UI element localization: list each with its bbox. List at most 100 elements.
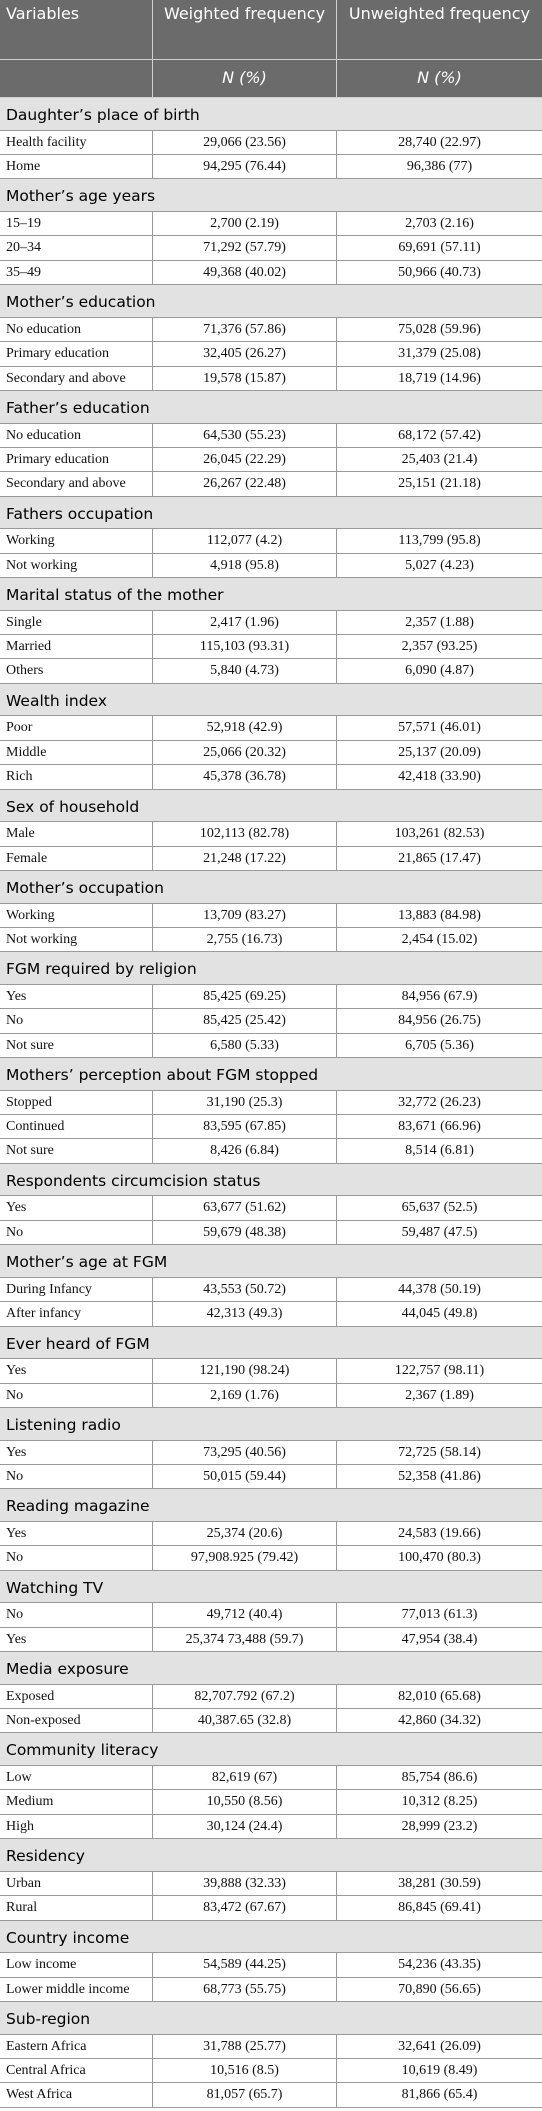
row-label: Yes — [6, 1631, 27, 1647]
row-label: Middle — [6, 744, 47, 760]
cell-value: 84,956 (26.75) — [336, 1009, 542, 1033]
row-label: Primary education — [6, 346, 110, 362]
row-label: Low income — [6, 1957, 77, 1973]
section-title: Sub-region — [0, 2002, 542, 2035]
cell-value: 2,357 (1.88) — [336, 610, 542, 635]
header-row: Variables Weighted frequency Unweighted … — [0, 0, 542, 60]
cell-value: 49,368 (40.02) — [152, 260, 336, 285]
data-row: Yes 85,425 (69.25) 84,956 (67.9) — [0, 984, 542, 1010]
data-row: Not sure 8,426 (6.84) 8,514 (6.81) — [0, 1139, 542, 1164]
data-row: No education 71,376 (57.86) 75,028 (59.96) — [0, 317, 542, 343]
data-row: Non-exposed 40,387.65 (32.8) 42,860 (34.32… — [0, 1709, 542, 1734]
row-label: Non-exposed — [6, 1713, 81, 1729]
row-label: Poor — [6, 720, 33, 736]
data-row: High 30,124 (24.4) 28,999 (23.2) — [0, 1814, 542, 1840]
section-title: Mother’s education — [0, 285, 542, 318]
cell-value: 112,077 (4.2) — [152, 529, 336, 553]
cell-value: 86,845 (69.41) — [336, 1896, 542, 1920]
row-label: Rich — [6, 769, 33, 785]
cell-value: 6,090 (4.87) — [336, 659, 542, 683]
cell-value: 52,358 (41.86) — [336, 1464, 542, 1489]
section-title: Daughter’s place of birth — [0, 98, 542, 131]
row-label: No — [6, 1607, 24, 1623]
data-row: Male 102,113 (82.78) 103,261 (82.53) — [0, 822, 542, 847]
cell-value: 2,703 (2.16) — [336, 211, 542, 236]
row-label: No education — [6, 321, 82, 337]
data-row: No 59,679 (48.38) 59,487 (47.5) — [0, 1220, 542, 1246]
row-label: No — [6, 1013, 24, 1029]
data-row: Single 2,417 (1.96) 2,357 (1.88) — [0, 610, 542, 636]
data-row: During Infancy 43,553 (50.72) 44,378 (50.1… — [0, 1277, 542, 1303]
row-label: Exposed — [6, 1688, 55, 1704]
row-label: Not sure — [6, 1143, 54, 1159]
row-label: Yes — [6, 1444, 27, 1460]
data-row: 35–49 49,368 (40.02) 50,966 (40.73) — [0, 260, 542, 286]
data-row: Home 94,295 (76.44) 96,386 (77) — [0, 154, 542, 180]
row-label: No — [6, 1468, 24, 1484]
data-row: Not sure 6,580 (5.33) 6,705 (5.36) — [0, 1033, 542, 1059]
cell-value: 39,888 (32.33) — [152, 1871, 336, 1896]
cell-value: 115,103 (93.31) — [152, 635, 336, 659]
row-label: Single — [6, 614, 42, 630]
cell-value: 5,027 (4.23) — [336, 553, 542, 578]
cell-value: 26,267 (22.48) — [152, 472, 336, 496]
cell-value: 25,137 (20.09) — [336, 740, 542, 765]
section-title: Mother’s age at FGM — [0, 1245, 542, 1278]
data-row: Female 21,248 (17.22) 21,865 (17.47) — [0, 846, 542, 871]
cell-value: 81,866 (65.4) — [336, 2083, 542, 2107]
data-row: Urban 39,888 (32.33) 38,281 (30.59) — [0, 1871, 542, 1897]
data-row: Not working 4,918 (95.8) 5,027 (4.23) — [0, 553, 542, 579]
row-label: After infancy — [6, 1306, 82, 1322]
cell-value: 103,261 (82.53) — [336, 822, 542, 846]
row-label: Yes — [6, 1525, 27, 1541]
data-row: Working 112,077 (4.2) 113,799 (95.8) — [0, 529, 542, 554]
row-label: No education — [6, 427, 82, 443]
cell-value: 32,641 (26.09) — [336, 2034, 542, 2058]
row-label: Primary education — [6, 451, 110, 467]
row-label: Rural — [6, 1900, 38, 1916]
cell-value: 71,292 (57.79) — [152, 236, 336, 260]
cell-value: 42,860 (34.32) — [336, 1709, 542, 1733]
cell-value: 83,595 (67.85) — [152, 1115, 336, 1139]
cell-value: 32,772 (26.23) — [336, 1090, 542, 1115]
cell-value: 10,550 (8.56) — [152, 1790, 336, 1814]
row-label: Health facility — [6, 134, 87, 150]
cell-value: 75,028 (59.96) — [336, 317, 542, 342]
section-title: Sex of household — [0, 789, 542, 823]
cell-value: 8,514 (6.81) — [336, 1139, 542, 1163]
data-row: Low 82,619 (67) 85,754 (86.6) — [0, 1766, 542, 1791]
cell-value: 25,151 (21.18) — [336, 472, 542, 496]
header-cell: Unweighted frequency — [336, 0, 542, 59]
cell-value: 38,281 (30.59) — [336, 1871, 542, 1896]
section-title: Marital status of the mother — [0, 578, 542, 611]
row-label: 20–34 — [6, 240, 41, 256]
cell-value: 73,295 (40.56) — [152, 1440, 336, 1464]
row-label: Working — [6, 907, 55, 923]
cell-value: 26,045 (22.29) — [152, 447, 336, 472]
data-row: Yes 121,190 (98.24) 122,757 (98.11) — [0, 1359, 542, 1384]
subheader-cell: N (%) — [152, 60, 336, 97]
row-label: Secondary and above — [6, 476, 126, 492]
data-row: Exposed 82,707.792 (67.2) 82,010 (65.68) — [0, 1684, 542, 1710]
cell-value: 28,999 (23.2) — [336, 1814, 542, 1839]
cell-value: 44,045 (49.8) — [336, 1302, 542, 1326]
row-label: Eastern Africa — [6, 2038, 87, 2054]
data-row: Secondary and above 19,578 (15.87) 18,719 … — [0, 366, 542, 391]
cell-value: 40,387.65 (32.8) — [152, 1709, 336, 1733]
row-label: 35–49 — [6, 264, 41, 280]
section-title: Father’s education — [0, 390, 542, 424]
cell-value: 68,172 (57.42) — [336, 423, 542, 447]
data-row: No 2,169 (1.76) 2,367 (1.89) — [0, 1383, 542, 1408]
cell-value: 31,379 (25.08) — [336, 342, 542, 366]
cell-value: 65,637 (52.5) — [336, 1196, 542, 1220]
cell-value: 97,908.925 (79.42) — [152, 1546, 336, 1570]
data-row: Yes 25,374 73,488 (59.7) 47,954 (38.4) — [0, 1627, 542, 1653]
row-label: Not working — [6, 557, 78, 573]
data-row: Not working 2,755 (16.73) 2,454 (15.02) — [0, 927, 542, 953]
cell-value: 30,124 (24.4) — [152, 1814, 336, 1839]
row-label: Yes — [6, 988, 27, 1004]
cell-value: 82,619 (67) — [152, 1766, 336, 1790]
section-title: Community literacy — [0, 1733, 542, 1767]
data-row: No 49,712 (40.4) 77,013 (61.3) — [0, 1603, 542, 1628]
cell-value: 29,066 (23.56) — [152, 130, 336, 154]
